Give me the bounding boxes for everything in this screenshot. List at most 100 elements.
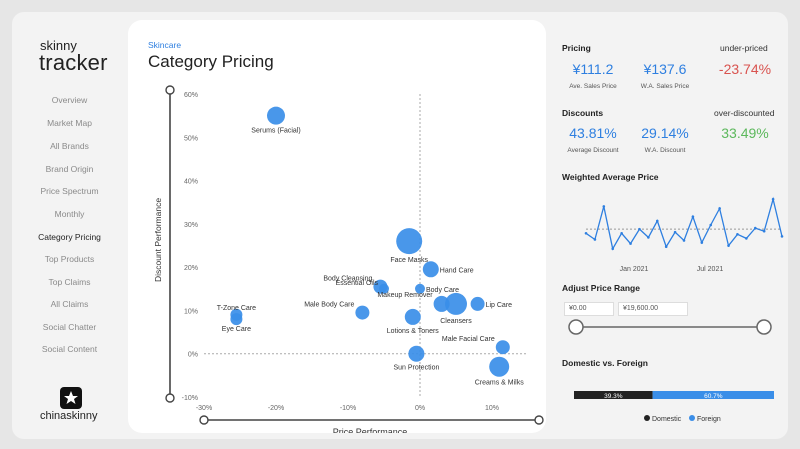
breadcrumb[interactable]: Skincare xyxy=(148,40,182,50)
sidebar-item-price-spectrum[interactable]: Price Spectrum xyxy=(40,186,99,196)
domestic-foreign-bar: 39.3% 60.7% Domestic Foreign xyxy=(574,391,774,423)
wap-point xyxy=(647,236,650,239)
y-tick-label: 40% xyxy=(184,179,198,186)
slider-max-handle[interactable] xyxy=(756,319,772,335)
price-max-input[interactable]: ¥19,600.00 xyxy=(618,302,688,316)
page-title: Category Pricing xyxy=(148,52,274,71)
sidebar-item-monthly[interactable]: Monthly xyxy=(54,209,85,219)
kpi-panel: Pricing under-priced ¥111.2 Ave. Sales P… xyxy=(560,12,788,439)
wap-point xyxy=(762,229,766,233)
data-point xyxy=(404,308,421,325)
sidebar-item-social-content[interactable]: Social Content xyxy=(41,344,98,354)
data-label: Male Body Care xyxy=(304,302,354,309)
data-point xyxy=(489,356,510,377)
data-label: Creams & Milks xyxy=(475,380,525,387)
x-tick-label: -30% xyxy=(196,405,212,412)
price-range-title: Adjust Price Range xyxy=(562,283,640,293)
legend-domestic-marker xyxy=(644,415,650,421)
wap-point xyxy=(655,219,659,223)
legend-foreign-marker xyxy=(689,415,695,421)
wa-sales-price-label: W.A. Sales Price xyxy=(640,83,690,90)
sidebar: skinny tracker Overview Market Map All B… xyxy=(12,12,127,439)
price-range-slider[interactable] xyxy=(560,317,788,337)
price-min-input[interactable]: ¥0.00 xyxy=(564,302,614,316)
wap-point xyxy=(682,239,686,242)
data-point xyxy=(422,261,439,278)
legend-domestic-label: Domestic xyxy=(652,416,682,423)
ave-sales-price-value: ¥111.2 xyxy=(572,61,614,77)
wap-point xyxy=(602,205,606,208)
sidebar-item-all-brands[interactable]: All Brands xyxy=(50,141,89,151)
app-frame: skinny tracker Overview Market Map All B… xyxy=(12,12,788,439)
data-point xyxy=(495,340,510,355)
y-axis-slider-bottom-handle xyxy=(165,393,175,403)
brand-title: tracker xyxy=(39,50,108,75)
data-label: T-Zone Care xyxy=(217,305,256,312)
sidebar-item-category-pricing[interactable]: Category Pricing xyxy=(38,232,101,242)
sidebar-item-top-claims[interactable]: Top Claims xyxy=(48,277,91,287)
chinaskinny-logo-icon xyxy=(60,387,82,409)
sidebar-item-all-claims[interactable]: All Claims xyxy=(50,299,89,309)
data-label: Body Care xyxy=(426,287,459,294)
ave-sales-price-label: Ave. Sales Price xyxy=(569,83,617,90)
wap-point xyxy=(691,215,695,219)
x-axis-slider-left-handle xyxy=(199,415,209,425)
data-point xyxy=(408,345,425,362)
wap-point xyxy=(664,245,668,248)
wap-x-tick: Jan 2021 xyxy=(620,266,649,272)
x-tick-label: -10% xyxy=(340,405,356,412)
data-label: Eye Care xyxy=(222,326,251,333)
data-point xyxy=(415,283,425,294)
discounts-delta: 33.49% xyxy=(721,125,769,141)
data-label: Makeup Remover xyxy=(377,292,433,299)
x-tick-label: 0% xyxy=(415,405,425,412)
category-pricing-card: Skincare Category Pricing -10% 0% 10% 20% 30… xyxy=(128,20,546,433)
wa-discount-value: 29.14% xyxy=(641,125,689,141)
data-point xyxy=(379,283,389,294)
discounts-note: over-discounted xyxy=(714,108,775,118)
slider-min-handle[interactable] xyxy=(568,319,584,335)
data-point xyxy=(433,295,450,312)
wap-point xyxy=(771,197,775,201)
wap-point xyxy=(753,226,757,230)
wa-discount-label: W.A. Discount xyxy=(644,147,686,154)
pricing-delta: -23.74% xyxy=(718,61,772,77)
wap-point xyxy=(727,244,730,247)
legend-foreign-label: Foreign xyxy=(697,416,721,423)
domestic-pct-label: 39.3% xyxy=(604,393,623,400)
data-label: Male Facial Care xyxy=(442,336,495,343)
scatter-chart: -10% 0% 10% 20% 30% 40% 50% 60% -30% -20% -10% 0% 10… xyxy=(153,85,544,433)
discounts-title: Discounts xyxy=(562,108,604,118)
sidebar-item-social-chatter[interactable]: Social Chatter xyxy=(42,322,97,332)
sidebar-item-market-map[interactable]: Market Map xyxy=(47,118,92,128)
foreign-segment xyxy=(652,391,774,399)
data-point xyxy=(267,106,285,125)
domestic-foreign-title: Domestic vs. Foreign xyxy=(562,358,648,368)
brand-top: skinny xyxy=(40,38,77,53)
wap-x-tick: Jul 2021 xyxy=(697,266,724,272)
y-tick-label: 50% xyxy=(184,135,198,142)
data-label: Lotions & Toners xyxy=(387,328,440,335)
data-label: Lip Care xyxy=(486,302,513,309)
average-discount-label: Average Discount xyxy=(567,147,619,154)
sidebar-item-top-products[interactable]: Top Products xyxy=(44,254,95,264)
data-label: Essential Oils xyxy=(336,280,379,287)
sidebar-item-brand-origin[interactable]: Brand Origin xyxy=(45,164,94,174)
y-axis-title: Discount Performance xyxy=(153,198,163,282)
foreign-pct-label: 60.7% xyxy=(704,393,723,400)
wap-point xyxy=(780,235,784,238)
y-tick-label: 0% xyxy=(188,352,198,359)
y-tick-label: 30% xyxy=(184,222,198,229)
data-point xyxy=(470,296,485,311)
y-tick-label: 10% xyxy=(184,308,198,315)
wap-title: Weighted Average Price xyxy=(562,172,659,182)
average-discount-value: 43.81% xyxy=(569,125,617,141)
sidebar-item-overview[interactable]: Overview xyxy=(51,95,88,105)
wap-point xyxy=(584,231,588,235)
y-tick-label: 60% xyxy=(184,92,198,99)
x-tick-label: -20% xyxy=(268,405,284,412)
x-axis-slider-right-handle xyxy=(534,415,544,425)
x-tick-label: 10% xyxy=(485,405,499,412)
pricing-note: under-priced xyxy=(720,43,768,53)
wap-point xyxy=(611,247,615,251)
